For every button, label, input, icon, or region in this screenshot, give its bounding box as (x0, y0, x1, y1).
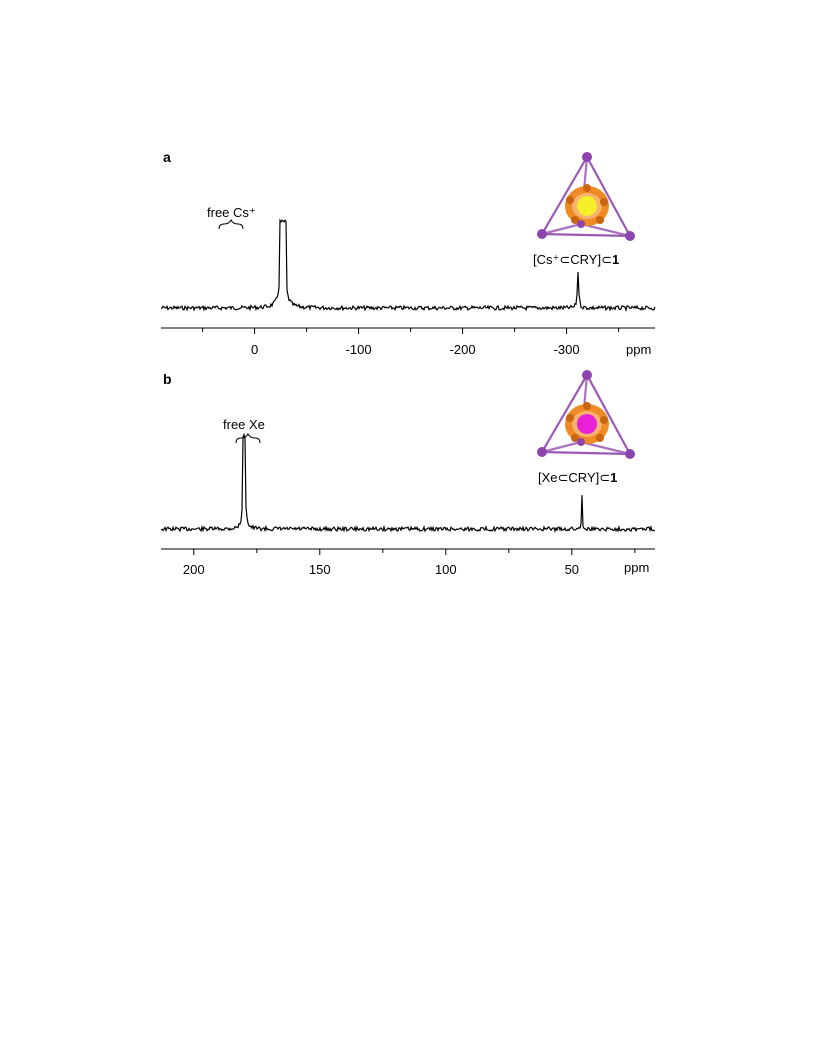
xe-complex-label: [Xe⊂CRY]⊂1 (538, 470, 617, 485)
panel-b-letter: b (163, 371, 172, 387)
x-tick-label: 100 (435, 562, 457, 577)
free-cs-label: free Cs⁺ (207, 205, 256, 220)
vertex-back-a (577, 220, 585, 228)
x-tick-label: -200 (450, 342, 476, 357)
x-tick-label: 0 (251, 342, 258, 357)
unit-label-a: ppm (626, 342, 651, 357)
x-tick-label: 200 (183, 562, 205, 577)
x-tick-label: 50 (565, 562, 579, 577)
cage-structure-b (537, 370, 635, 459)
vertex-top-b (582, 370, 592, 380)
vertex-back-b (577, 438, 585, 446)
vertex-left-a (537, 229, 547, 239)
spectrum-b-line (160, 432, 656, 533)
vertex-right-a (625, 231, 635, 241)
free-cs-truncation-brace (218, 218, 244, 230)
vertex-top-a (582, 152, 592, 162)
x-tick-label: -300 (554, 342, 580, 357)
unit-label-b: ppm (624, 560, 649, 575)
cs-complex-label: [Cs⁺⊂CRY]⊂1 (533, 252, 619, 267)
vertex-right-b (625, 449, 635, 459)
spectrum-a-line (160, 218, 656, 313)
xe-guest-sphere (577, 414, 597, 434)
x-tick-label: -100 (346, 342, 372, 357)
panel-a-letter: a (163, 149, 171, 165)
panel-a: a free Cs⁺ ppm (160, 149, 656, 357)
x-axis-b (161, 548, 655, 555)
panel-b: b free Xe ppm (160, 370, 656, 577)
cage-structure-a (537, 152, 635, 241)
x-tick-label: 150 (309, 562, 331, 577)
free-xe-truncation-brace (235, 432, 261, 444)
vertex-left-b (537, 447, 547, 457)
x-axis-a (161, 327, 655, 334)
cs-guest-sphere (577, 196, 597, 216)
free-xe-label: free Xe (223, 417, 265, 432)
